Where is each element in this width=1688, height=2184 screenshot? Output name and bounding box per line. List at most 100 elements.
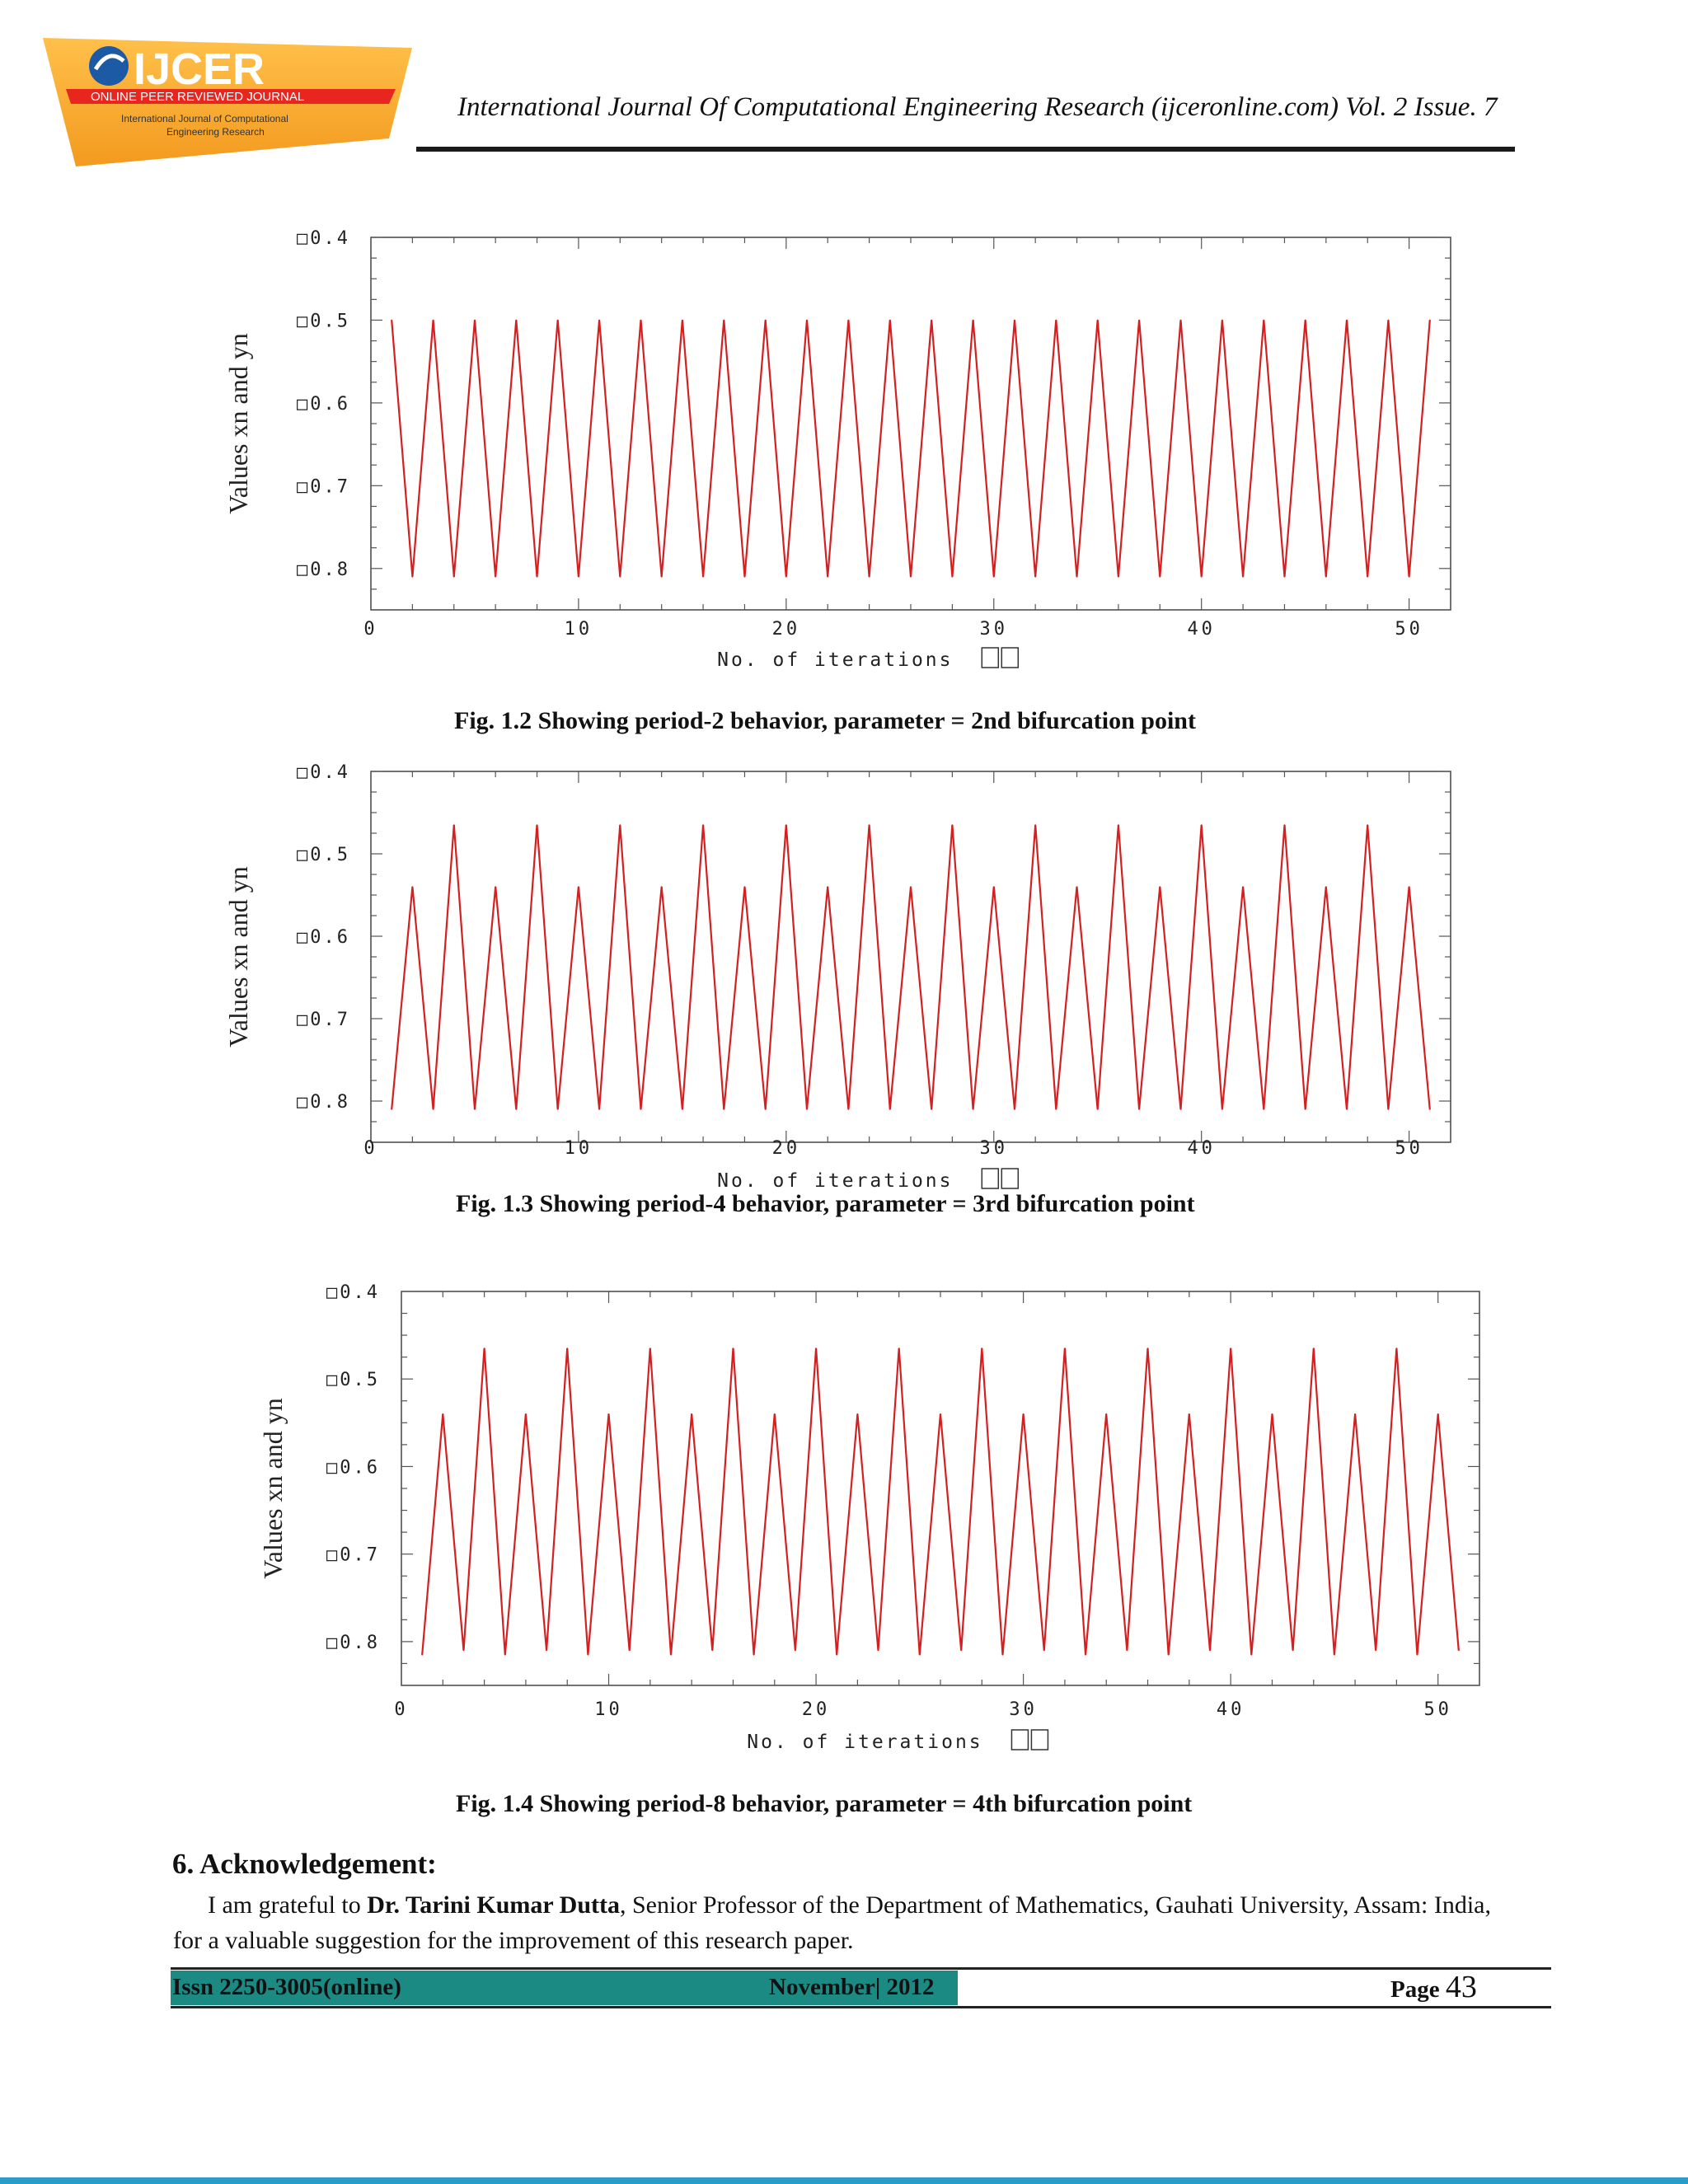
data-point [1014,319,1015,321]
x-tick-label: 20 [802,1699,831,1720]
bottom-strip [0,2177,1688,2184]
data-point [1354,1413,1356,1415]
x-tick-label: 20 [772,1138,801,1159]
data-point [525,1413,527,1415]
data-point [1429,319,1431,321]
data-point [1159,576,1161,578]
x-tick-label: 20 [772,619,801,640]
data-point [411,886,414,888]
data-point [1096,1108,1099,1110]
data-point [1209,1649,1211,1652]
data-point [1001,1654,1004,1656]
y-axis-title: Values xn and yn [223,866,253,1047]
chart-svg: □0.4 □0.5 □0.6 □0.7 □0.8 0 10 20 30 40 50 No. of it… [258,1282,1480,1753]
data-point [452,576,455,578]
plot-frame [370,237,1451,611]
data-point [682,319,683,321]
x-tick-label: 30 [980,619,1009,640]
data-point [556,319,559,321]
data-point [764,319,767,321]
data-point [566,1347,569,1349]
figure-caption: Fig. 1.3 Showing period-4 behavior, para… [456,1190,1195,1217]
data-point [1408,576,1410,578]
glyph-box [1030,1729,1049,1750]
x-tick-label: 50 [1423,1699,1452,1720]
y-tick-label: □0.5 [297,845,350,865]
data-point [1221,319,1223,321]
data-point [919,1654,921,1656]
logo-text: IJCER [134,45,265,94]
data-point [1076,886,1078,888]
data-point [931,1108,932,1110]
header-rule [416,147,1515,152]
data-point [1437,1413,1439,1415]
data-point [806,1108,808,1110]
page-label: Page [1390,1976,1440,2003]
data-point [711,1649,714,1652]
data-point [1085,1654,1086,1656]
x-tick-label: 50 [1395,1138,1423,1159]
y-tick-label: □0.4 [326,1282,380,1303]
x-tick-label: 30 [980,1138,1009,1159]
data-point [1179,1108,1182,1110]
y-tick-label: □0.6 [297,394,350,415]
data-point [773,1413,776,1415]
journal-title: International Journal Of Computational E… [457,92,1498,122]
data-point [951,576,954,578]
x-tick-label: 30 [1009,1699,1038,1720]
x-tick-label: 50 [1395,619,1423,640]
data-point [723,1108,725,1110]
ack-person-name: Dr. Tarini Kumar Dutta [367,1891,620,1919]
data-point [992,576,995,578]
data-point [743,576,746,578]
data-point [847,1108,850,1110]
data-point [391,319,392,321]
data-point [785,576,787,578]
data-point [1167,1654,1170,1656]
data-point [856,1413,859,1415]
glyph-box [1001,1168,1020,1189]
data-point [1346,1108,1348,1110]
data-point [391,1108,392,1110]
y-tick-label: □0.8 [326,1633,380,1653]
data-point [1367,824,1369,826]
data-point [1292,1649,1294,1652]
data-point [1346,319,1348,321]
figure-2: □0.4 □0.5 □0.6 □0.7 □0.8 0 10 20 30 40 50 No. of it… [0,758,1688,1286]
glyph-box [981,1168,1000,1189]
data-point [806,319,808,321]
data-point [1014,1108,1015,1110]
data-point [1429,1108,1431,1110]
data-point [556,1108,559,1110]
data-point [732,1347,734,1349]
data-point [868,824,870,826]
data-point [483,1347,485,1349]
data-point [1395,1347,1398,1349]
data-point [1375,1649,1377,1652]
data-point [951,824,954,826]
data-point [649,1347,651,1349]
data-point [578,576,579,578]
data-point [1367,576,1369,578]
data-point [847,319,850,321]
glyph-box [1001,647,1020,668]
data-point [1055,1108,1057,1110]
data-point [1408,886,1410,888]
data-point [432,319,434,321]
data-point [795,1649,796,1652]
y-tick-label: □0.7 [326,1545,380,1566]
y-axis-title: Values xn and yn [258,1398,288,1579]
data-point [421,1654,423,1656]
y-tick-label: □0.8 [297,560,350,580]
figure-caption: Fig. 1.2 Showing period-2 behavior, para… [454,707,1196,734]
data-point [598,1108,600,1110]
data-point [827,576,829,578]
data-point [1242,886,1244,888]
footer-page: Page 43 [1390,1969,1477,2005]
chart-svg: □0.4 □0.5 □0.6 □0.7 □0.8 0 10 20 30 40 50 No. of it… [223,228,1451,671]
data-point [1271,1413,1273,1415]
footer-issn: Issn 2250-3005(online) [172,1974,401,2000]
logo-subtitle-2: Engineering Research [166,126,265,138]
data-point [495,576,496,578]
data-point [504,1654,506,1656]
